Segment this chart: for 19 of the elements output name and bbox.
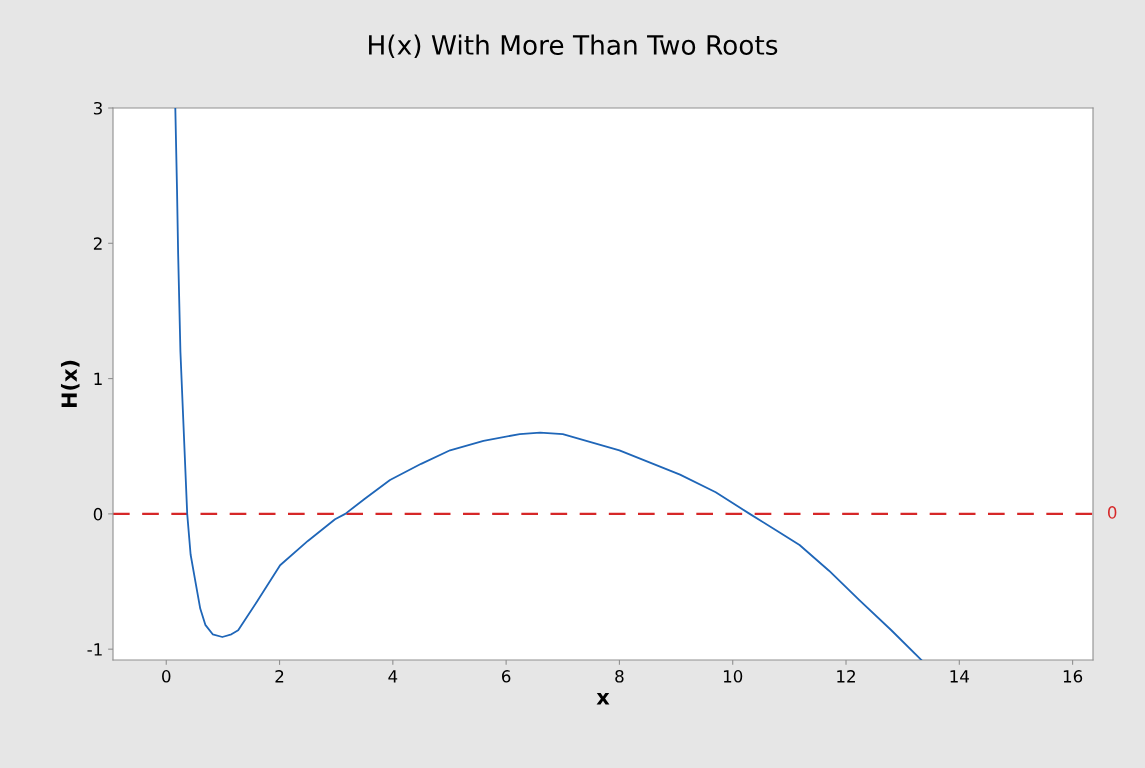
line-series	[174, 108, 923, 660]
y-tick-label: 1	[94, 372, 102, 385]
chart-title: H(x) With More Than Two Roots	[369, 34, 778, 59]
x-tick-label: 10	[723, 670, 743, 683]
x-tick-label: 14	[950, 670, 969, 683]
x-tick-label: 4	[388, 670, 398, 683]
x-tick-label: 0	[162, 670, 171, 683]
ref-line-label: 0	[1107, 506, 1117, 519]
x-tick-label: 2	[275, 670, 284, 683]
y-tick-label: -1	[87, 643, 102, 656]
x-axis-title: x	[596, 693, 610, 705]
y-tick-label: 2	[93, 237, 102, 250]
x-tick-label: 12	[837, 670, 855, 683]
y-tick-label: 0	[93, 507, 103, 521]
y-tick-label: 3	[93, 101, 102, 115]
y-axis-title: H(x)	[60, 360, 80, 408]
x-tick-label: 16	[1063, 670, 1083, 683]
x-tick-label: 8	[615, 670, 624, 683]
x-tick-label: 6	[501, 670, 511, 683]
